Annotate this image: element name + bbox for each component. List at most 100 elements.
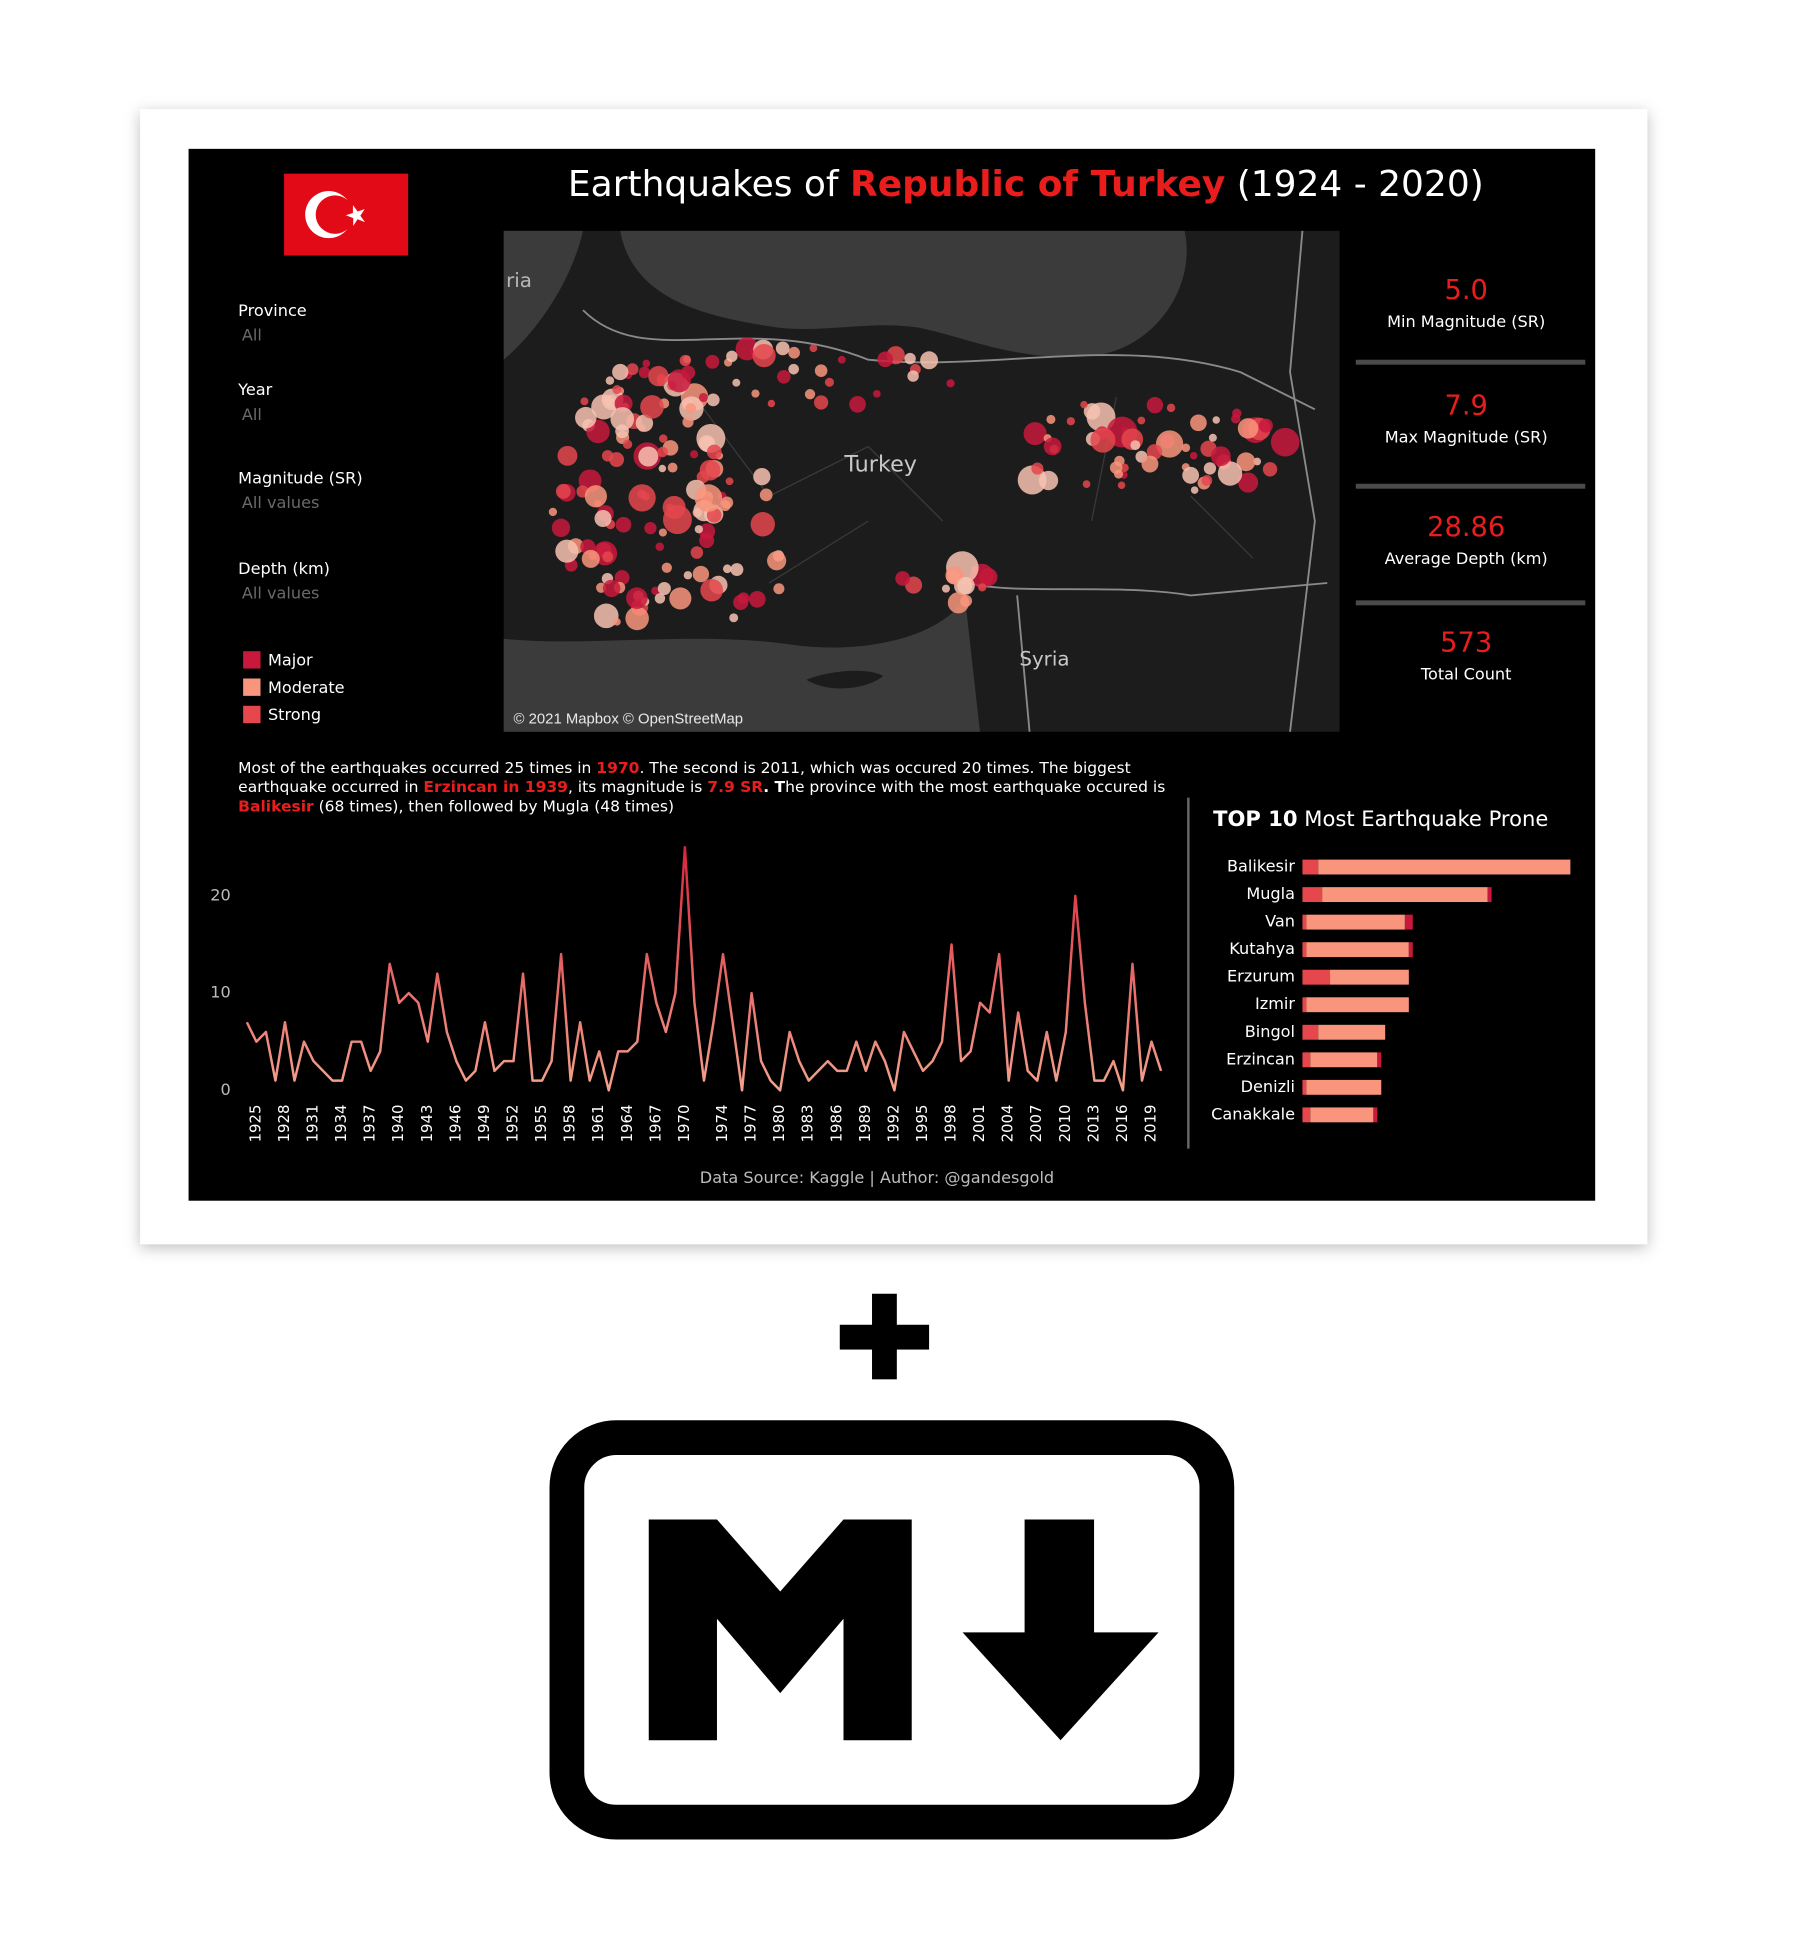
quake-point <box>737 592 750 605</box>
y-category-label: Kutahya <box>1229 939 1295 958</box>
quake-point <box>551 518 571 538</box>
x-tick-label: 1943 <box>418 1105 436 1143</box>
quake-point <box>814 364 828 377</box>
annotation-segment: . The second is 2011, which was occured … <box>639 758 1130 776</box>
x-tick-label: 2007 <box>1027 1105 1045 1143</box>
bar-segment <box>1318 859 1571 875</box>
quake-point <box>809 344 818 353</box>
legend-label: Major <box>268 651 313 670</box>
quake-point <box>593 603 619 629</box>
x-tick-label: 1980 <box>770 1105 788 1143</box>
bar-segment <box>1302 1079 1307 1095</box>
bar-segment <box>1330 969 1409 985</box>
quake-point <box>1231 414 1241 424</box>
quake-point <box>1182 466 1200 484</box>
quake-point <box>729 613 739 623</box>
quake-point <box>813 395 829 410</box>
y-tick-label: 20 <box>210 885 231 904</box>
x-tick-label: 2019 <box>1142 1105 1160 1143</box>
quake-point <box>1190 414 1207 432</box>
quake-point <box>548 507 558 517</box>
quake-point <box>610 407 635 431</box>
filter-label: Depth (km) <box>238 559 330 578</box>
x-tick-label: 1958 <box>561 1105 579 1143</box>
logo-m <box>648 1519 912 1741</box>
cyprus <box>806 670 884 689</box>
quake-point <box>651 586 660 596</box>
y-category-label: Erzurum <box>1227 967 1295 986</box>
quake-point <box>614 570 630 586</box>
y-category-label: Denizli <box>1241 1077 1295 1096</box>
quake-point <box>1023 422 1047 446</box>
quake-point <box>1031 462 1044 475</box>
legend-label: Moderate <box>268 678 345 697</box>
bar-segment <box>1306 1079 1382 1095</box>
quake-point <box>873 390 881 398</box>
quake-point <box>1201 475 1213 486</box>
x-tick-label: 1937 <box>361 1105 379 1143</box>
annotation-line: Balikesir (68 times), then followed by M… <box>238 797 674 815</box>
bar-segment <box>1318 1024 1386 1040</box>
quake-point <box>907 370 919 382</box>
y-category-label: Mugla <box>1246 884 1295 903</box>
quake-point <box>824 377 835 387</box>
quake-points <box>548 337 1300 631</box>
quake-point <box>1238 472 1259 493</box>
quake-point <box>1155 430 1184 458</box>
annotation-segment: Most of the earthquakes occurred 25 time… <box>238 758 596 776</box>
quake-point <box>615 516 632 533</box>
quake-point <box>788 346 800 359</box>
quake-point <box>613 618 621 626</box>
x-tick-label: 2004 <box>999 1105 1017 1143</box>
quake-point <box>1217 461 1243 486</box>
bar-segment <box>1302 1024 1319 1040</box>
bar-segment <box>1310 1107 1374 1123</box>
x-tick-label: 1934 <box>332 1105 350 1143</box>
line-series <box>245 845 1163 1092</box>
quake-point <box>1117 481 1126 490</box>
quake-point <box>683 571 693 580</box>
quake-point <box>642 359 651 368</box>
quake-point <box>698 392 708 403</box>
kpi-value: 5.0 <box>1444 275 1487 306</box>
x-tick-label: 1925 <box>246 1105 264 1143</box>
quake-point <box>1210 446 1231 467</box>
title-part: (1924 - 2020) <box>1225 164 1483 205</box>
title-part: Most Earthquake Prone <box>1298 806 1549 831</box>
x-tick-label: 1983 <box>799 1105 817 1143</box>
x-tick-label: 2010 <box>1056 1105 1074 1143</box>
kpi-separator <box>1355 483 1586 489</box>
quake-point <box>767 551 787 571</box>
quake-point <box>700 578 724 602</box>
quake-point <box>1090 427 1116 453</box>
x-tick-label: 1970 <box>675 1105 693 1143</box>
quake-point <box>575 406 597 429</box>
y-tick-label: 10 <box>210 983 231 1002</box>
quake-point <box>904 352 916 365</box>
title-part: Earthquakes of <box>568 164 850 205</box>
x-tick-label: 1931 <box>304 1105 322 1143</box>
quake-point <box>777 370 791 384</box>
quake-point <box>767 399 776 408</box>
quake-point <box>628 484 656 512</box>
bar-segment <box>1373 1107 1378 1123</box>
annotation-segment: Balikesir <box>238 797 314 815</box>
x-tick-label: 1955 <box>532 1105 550 1143</box>
plus-horizontal <box>839 1324 930 1350</box>
kpi-separator <box>1355 600 1586 606</box>
border-lines <box>582 230 1328 732</box>
quake-point <box>751 389 760 398</box>
map-label: ria <box>506 269 532 292</box>
quake-point <box>748 590 766 608</box>
quake-point <box>591 394 617 420</box>
quake-point <box>1141 455 1159 473</box>
quake-point <box>1043 437 1062 456</box>
x-tick-label: 2013 <box>1084 1105 1102 1143</box>
quake-point <box>1190 486 1199 494</box>
annotation-segment: Erzincan in 1939 <box>423 778 568 796</box>
quake-point <box>615 424 629 439</box>
quake-point <box>555 483 571 499</box>
quake-point <box>775 341 790 356</box>
